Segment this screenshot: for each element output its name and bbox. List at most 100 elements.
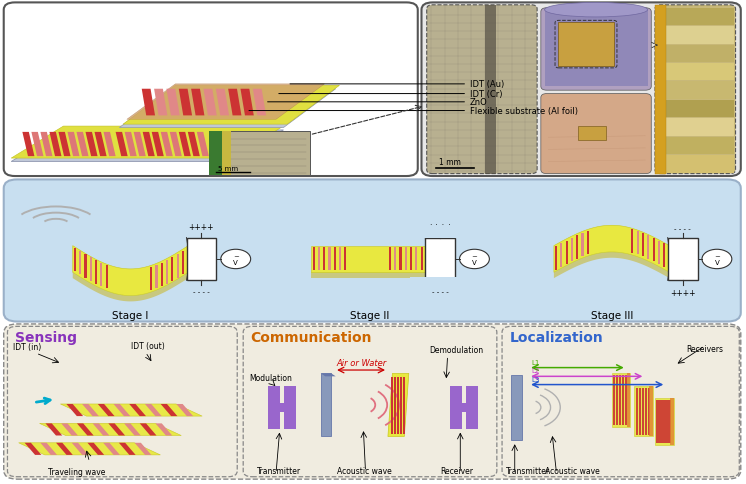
Text: Acoustic wave: Acoustic wave xyxy=(545,466,599,475)
Polygon shape xyxy=(312,246,427,273)
Polygon shape xyxy=(155,424,172,436)
Polygon shape xyxy=(576,236,578,259)
FancyBboxPatch shape xyxy=(541,94,651,174)
Polygon shape xyxy=(179,133,191,157)
Text: Stage III: Stage III xyxy=(591,310,633,320)
Bar xyxy=(656,156,734,173)
FancyBboxPatch shape xyxy=(655,6,736,174)
Polygon shape xyxy=(161,263,163,287)
Polygon shape xyxy=(150,268,152,291)
Bar xyxy=(268,386,280,429)
Polygon shape xyxy=(318,247,320,271)
Text: Demodulation: Demodulation xyxy=(429,345,483,354)
Bar xyxy=(656,137,734,155)
Polygon shape xyxy=(124,424,141,436)
Polygon shape xyxy=(655,398,674,445)
Polygon shape xyxy=(394,247,396,271)
Polygon shape xyxy=(228,90,242,116)
Text: L2: L2 xyxy=(531,368,539,374)
Polygon shape xyxy=(116,133,128,157)
Bar xyxy=(410,226,470,238)
Polygon shape xyxy=(663,244,665,267)
Polygon shape xyxy=(389,247,391,271)
Text: ~: ~ xyxy=(471,254,477,260)
Text: Traveling wave: Traveling wave xyxy=(48,467,106,476)
Polygon shape xyxy=(100,263,102,287)
Polygon shape xyxy=(22,133,34,157)
Polygon shape xyxy=(405,247,407,271)
Text: IDT (Cr): IDT (Cr) xyxy=(279,90,503,99)
Polygon shape xyxy=(90,258,92,281)
Polygon shape xyxy=(56,443,73,455)
Bar xyxy=(397,377,399,434)
Bar xyxy=(656,45,734,63)
Text: Transmitter: Transmitter xyxy=(257,466,301,475)
Bar xyxy=(391,377,393,434)
Polygon shape xyxy=(323,247,325,271)
Polygon shape xyxy=(560,244,562,267)
FancyBboxPatch shape xyxy=(7,327,237,477)
Bar xyxy=(284,386,296,429)
Text: Sensing: Sensing xyxy=(15,330,77,344)
Polygon shape xyxy=(79,252,81,275)
Bar xyxy=(656,27,734,45)
Bar xyxy=(558,23,614,67)
Polygon shape xyxy=(188,133,200,157)
Bar xyxy=(400,377,402,434)
Circle shape xyxy=(702,250,732,269)
Polygon shape xyxy=(154,90,167,116)
Polygon shape xyxy=(333,247,336,271)
Ellipse shape xyxy=(545,3,648,18)
Polygon shape xyxy=(142,133,154,157)
Polygon shape xyxy=(642,234,644,257)
Polygon shape xyxy=(313,247,315,271)
Polygon shape xyxy=(151,133,164,157)
Polygon shape xyxy=(74,248,76,272)
Text: ++++: ++++ xyxy=(189,223,214,232)
Bar xyxy=(222,132,231,175)
Polygon shape xyxy=(197,133,209,157)
Polygon shape xyxy=(410,247,412,271)
Polygon shape xyxy=(145,404,162,416)
Polygon shape xyxy=(416,247,418,271)
Polygon shape xyxy=(25,443,41,455)
Bar xyxy=(668,238,698,281)
Text: - - - -: - - - - xyxy=(674,226,691,232)
Bar xyxy=(656,101,734,118)
FancyBboxPatch shape xyxy=(421,3,741,177)
Polygon shape xyxy=(554,253,670,279)
Bar xyxy=(639,388,641,435)
Bar xyxy=(656,400,659,443)
Polygon shape xyxy=(172,258,173,281)
Bar xyxy=(209,132,222,175)
Polygon shape xyxy=(253,90,266,116)
Polygon shape xyxy=(581,234,583,257)
Polygon shape xyxy=(95,261,97,284)
Polygon shape xyxy=(82,404,98,416)
Polygon shape xyxy=(129,404,146,416)
Text: Flexible substrate (Al foil): Flexible substrate (Al foil) xyxy=(249,107,578,116)
Text: V: V xyxy=(233,260,238,266)
Text: Transmitter: Transmitter xyxy=(506,466,550,475)
Polygon shape xyxy=(134,133,145,157)
Polygon shape xyxy=(176,404,193,416)
Text: V: V xyxy=(715,260,719,266)
Bar xyxy=(645,388,647,435)
Polygon shape xyxy=(104,133,116,157)
Polygon shape xyxy=(160,404,178,416)
Bar xyxy=(649,386,653,437)
Polygon shape xyxy=(400,247,401,271)
Polygon shape xyxy=(140,424,157,436)
Polygon shape xyxy=(11,131,283,162)
Polygon shape xyxy=(191,90,204,116)
Polygon shape xyxy=(421,247,423,271)
Bar xyxy=(656,82,734,100)
Text: Stage I: Stage I xyxy=(113,310,148,320)
FancyBboxPatch shape xyxy=(4,3,418,177)
Bar xyxy=(622,376,624,425)
Text: Communication: Communication xyxy=(251,330,372,344)
Polygon shape xyxy=(321,374,336,377)
Bar xyxy=(485,6,496,174)
Bar xyxy=(545,98,649,170)
Text: 5 mm: 5 mm xyxy=(218,166,238,171)
